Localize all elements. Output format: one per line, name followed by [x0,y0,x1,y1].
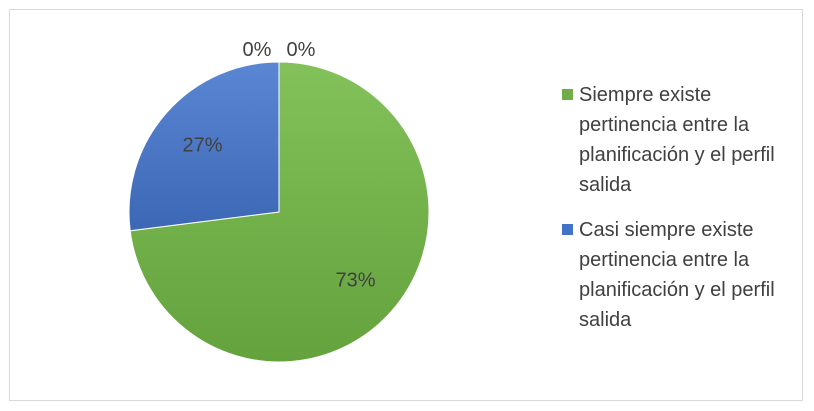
legend-swatch-siempre [562,89,573,100]
slice-label-2: 0% [243,39,272,61]
legend: Siempre existe pertinencia entre la plan… [562,80,797,350]
legend-item-siempre: Siempre existe pertinencia entre la plan… [562,80,797,200]
slice-label-1: 27% [182,135,222,157]
legend-label-siempre: Siempre existe pertinencia entre la plan… [579,84,775,196]
slice-label-3: 0% [287,39,316,61]
pie-slice-1 [128,61,280,232]
legend-label-casi-siempre: Casi siempre existe pertinencia entre la… [579,219,775,331]
pie-slice-0 [129,61,430,363]
legend-swatch-casi-siempre [562,224,573,235]
slice-label-0: 73% [335,269,375,291]
legend-item-casi-siempre: Casi siempre existe pertinencia entre la… [562,215,797,335]
